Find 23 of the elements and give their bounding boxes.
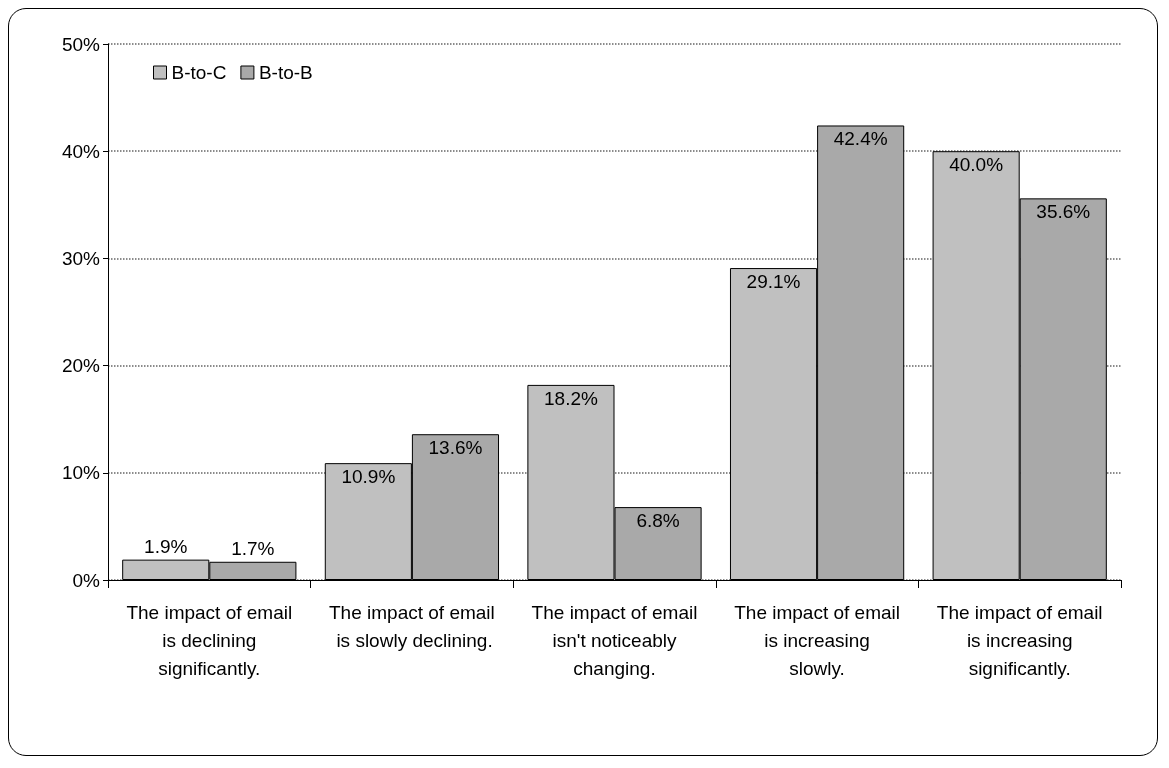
data-label: 10.9%: [341, 466, 396, 488]
y-tick-label: 10%: [61, 462, 101, 484]
y-tick-label: 20%: [61, 355, 101, 377]
data-label: 40.0%: [949, 154, 1004, 176]
y-tick-label: 50%: [61, 33, 101, 55]
y-tick-label: 30%: [61, 247, 101, 269]
data-label: 13.6%: [428, 437, 483, 459]
x-tick-label: The impact of email is increasing significantly.: [936, 601, 1103, 679]
legend-label: B-to-B: [258, 62, 313, 83]
y-tick-label: 40%: [61, 140, 101, 162]
data-label: 29.1%: [746, 271, 801, 293]
data-label: 1.7%: [231, 537, 275, 559]
x-tick-label: The impact of email is increasing slowly.: [734, 601, 900, 679]
legend-label: B-to-C: [171, 62, 227, 83]
data-label: 18.2%: [544, 387, 598, 409]
data-label: 6.8%: [636, 510, 680, 532]
data-label: 35.6%: [1036, 201, 1091, 223]
data-label: 42.4%: [833, 128, 888, 150]
x-tick-label: The impact of email isn't noticeably changing.: [531, 601, 698, 679]
y-tick-label: 0%: [72, 569, 101, 591]
data-label: 1.9%: [144, 535, 188, 557]
x-tick-label: The impact of email is declining significantly.: [126, 601, 293, 679]
x-tick-label: The impact of email is slowly declining.: [329, 601, 495, 651]
